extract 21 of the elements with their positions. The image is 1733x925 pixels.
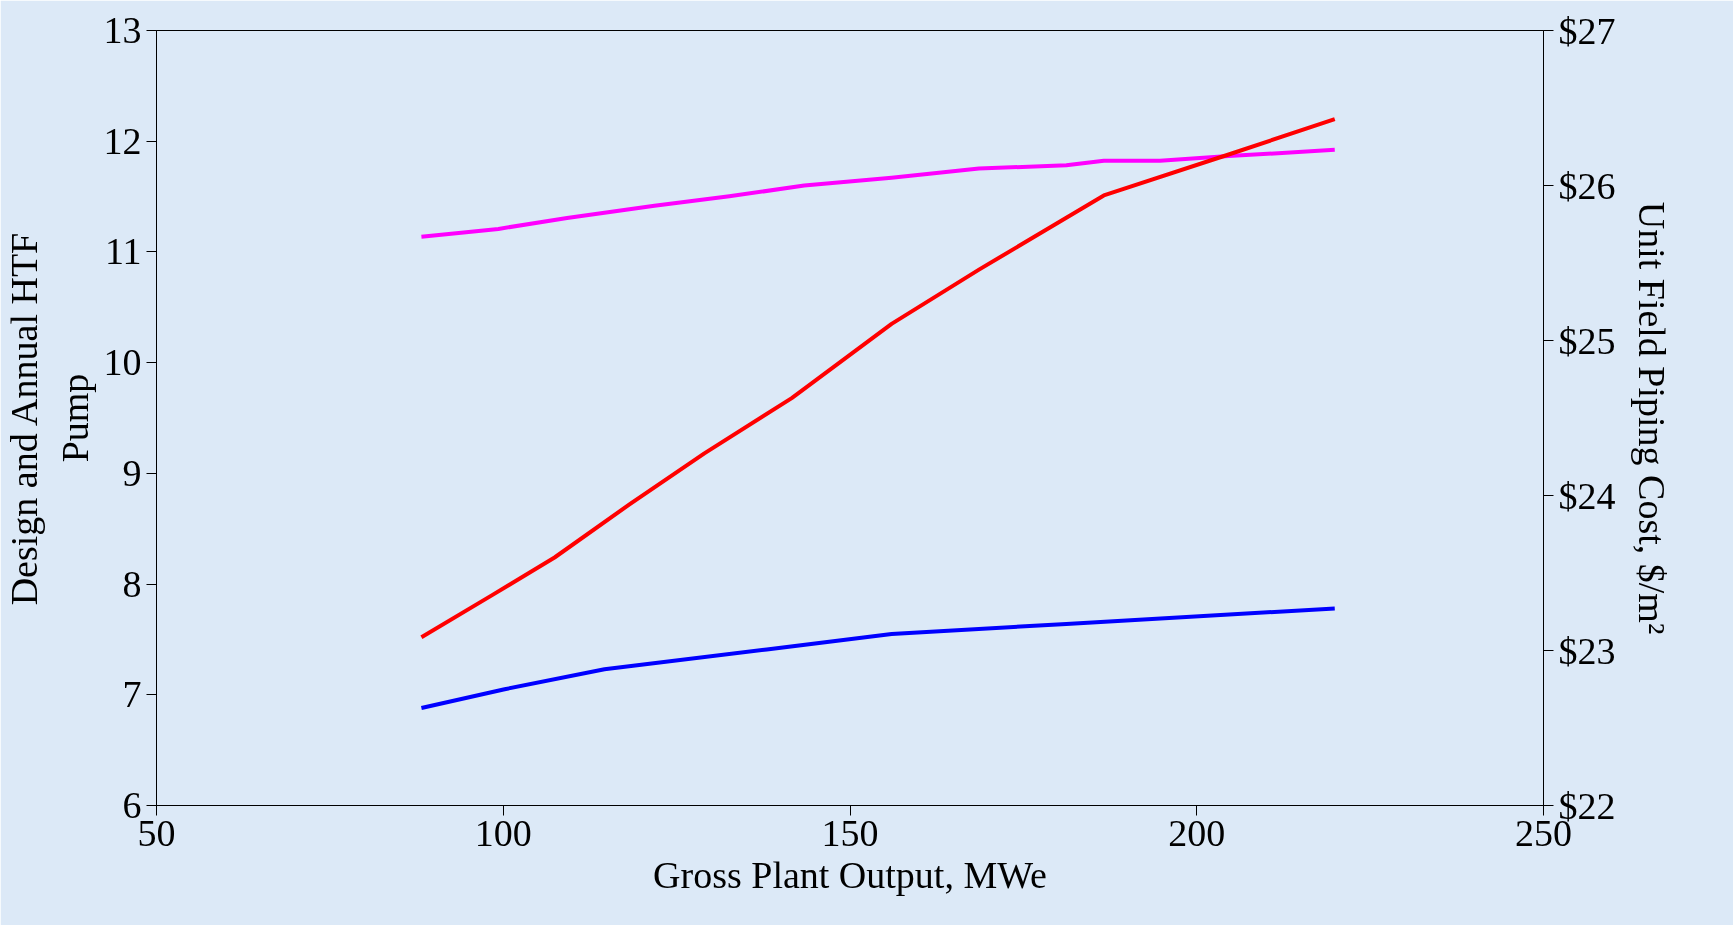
y2-tick-label: $25 — [1558, 319, 1616, 362]
y2-tick-label: $23 — [1558, 629, 1616, 672]
x-tick-label: 150 — [821, 811, 879, 854]
line-series — [419, 147, 1337, 239]
y-tick-label: 7 — [122, 673, 142, 716]
y-tick-label: 10 — [103, 341, 142, 384]
line-series — [419, 606, 1337, 711]
y2-tick-label: $24 — [1558, 474, 1616, 517]
y-tick-label: 9 — [122, 451, 142, 494]
y2-axis-title: Unit Field Piping Cost, $/m² — [1630, 201, 1673, 635]
y-tick-label: 12 — [103, 119, 142, 162]
line-series — [419, 117, 1337, 640]
y2-tick-label: $26 — [1558, 164, 1616, 207]
y2-tick-label: $27 — [1558, 9, 1616, 52]
x-tick-label: 200 — [1168, 811, 1226, 854]
y-tick-label: 8 — [122, 562, 142, 605]
x-tick-label: 100 — [474, 811, 532, 854]
y-tick-label: 11 — [104, 230, 142, 273]
y-axis-title: Design and Annual HTF Pump — [3, 232, 96, 606]
y-tick-label: 13 — [103, 9, 142, 51]
x-axis-title: Gross Plant Output, MWe — [653, 853, 1047, 896]
